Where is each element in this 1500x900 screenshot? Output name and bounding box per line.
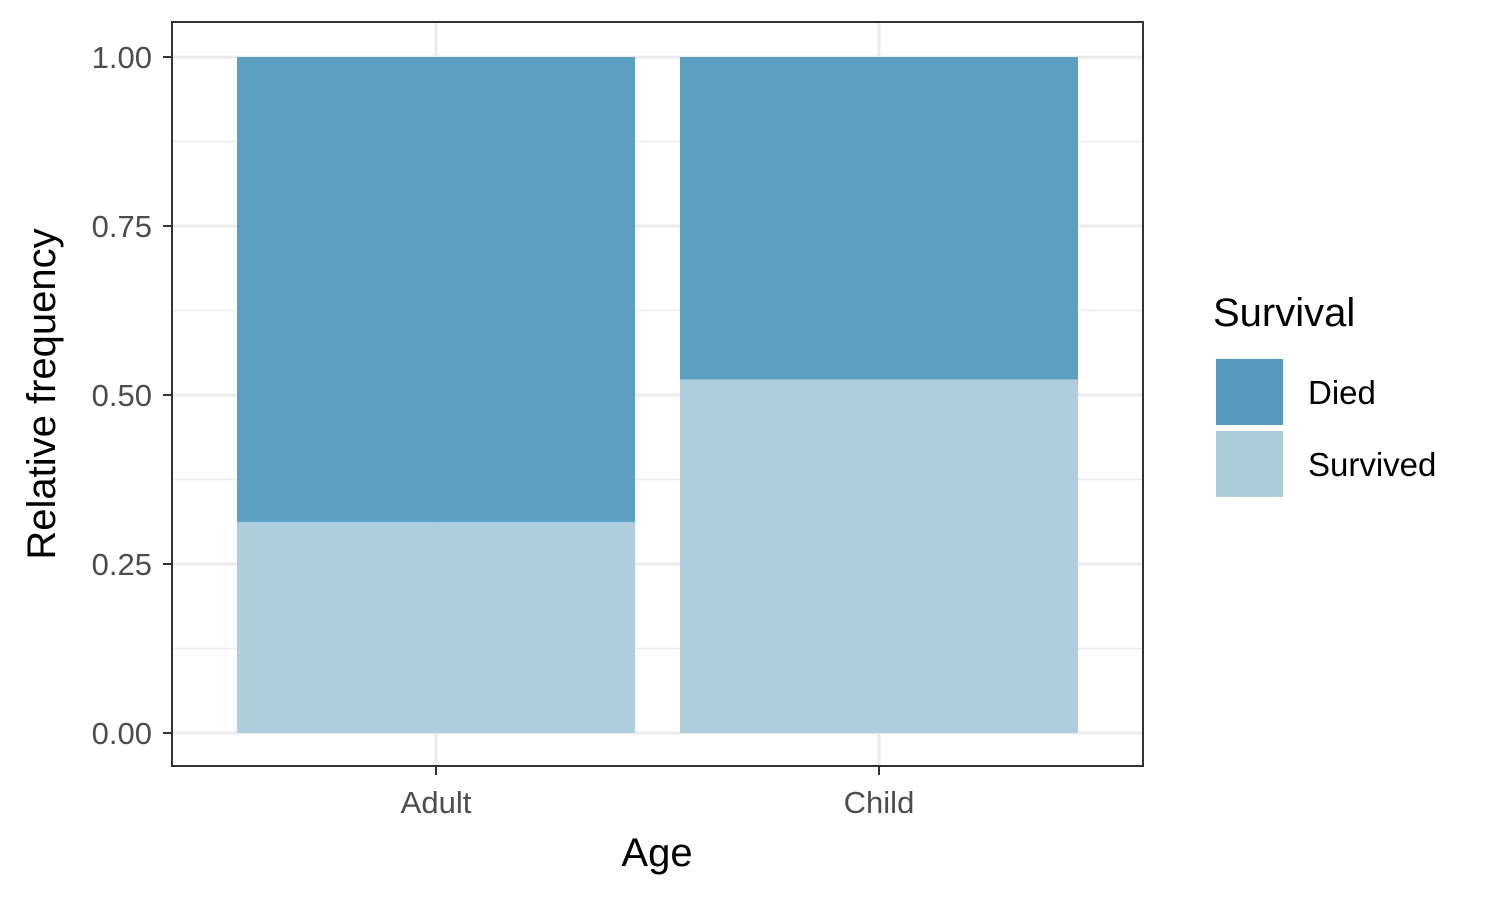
x-tick-label: Child [844, 785, 915, 820]
y-tick-label: 0.50 [92, 378, 152, 413]
y-tick-label: 0.25 [92, 547, 152, 582]
legend-label-survived: Survived [1308, 446, 1436, 483]
bar-adult-survived [237, 522, 635, 733]
legend-key-survived [1216, 431, 1283, 497]
bar-adult-died [237, 57, 635, 523]
y-tick-label: 1.00 [92, 40, 152, 75]
legend-label-died: Died [1308, 374, 1376, 411]
legend: Survival Died Survived [1213, 291, 1436, 497]
y-tick-label: 0.00 [92, 716, 152, 751]
y-axis-title: Relative frequency [20, 228, 64, 559]
y-tick-label: 0.75 [92, 209, 152, 244]
legend-key-died [1216, 359, 1283, 425]
bars [237, 57, 1078, 733]
x-tick-label: Adult [401, 785, 472, 820]
legend-title: Survival [1213, 291, 1355, 335]
bar-child-died [680, 57, 1078, 380]
x-axis-title: Age [621, 831, 692, 875]
axis-ticks: 0.00 0.25 0.50 0.75 1.00 Adult Child [92, 40, 915, 820]
bar-child-survived [680, 379, 1078, 733]
